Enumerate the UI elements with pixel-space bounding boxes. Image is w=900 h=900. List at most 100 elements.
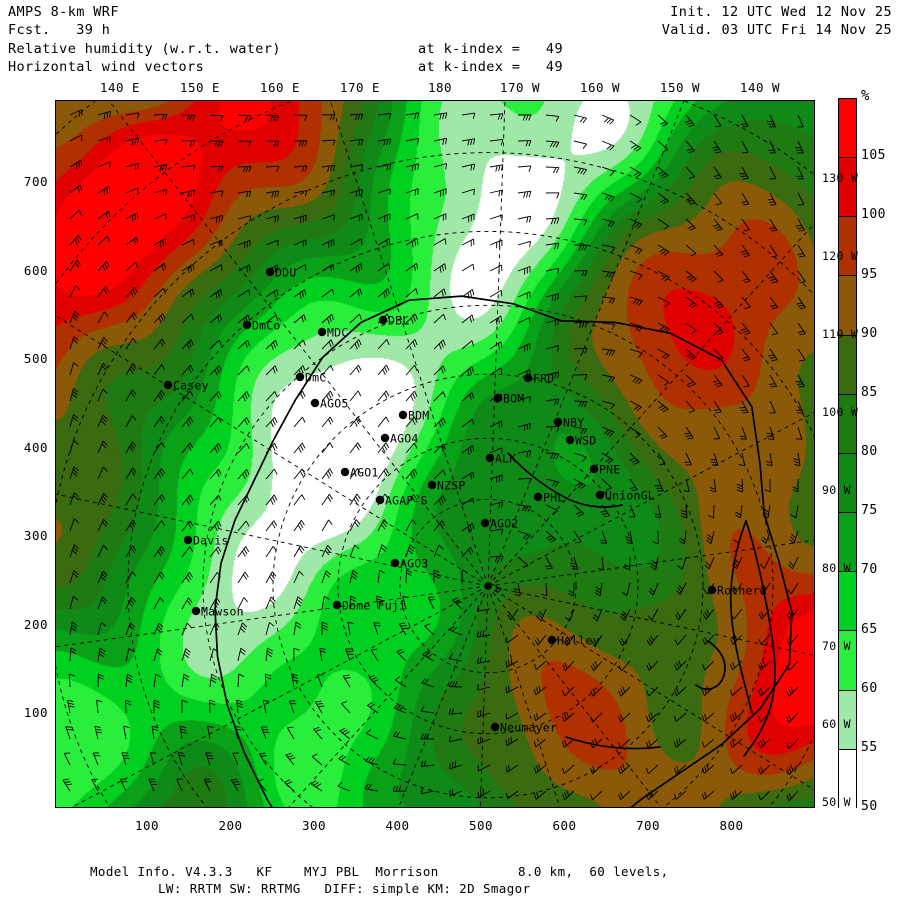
model-title: AMPS 8-km WRF [8,4,119,20]
y-axis-tick: 100 [23,705,48,720]
x-axis-top-tick: 170 W [499,80,541,95]
station-label: MDC [327,326,348,340]
y-axis-tick: 500 [23,351,48,366]
station-marker[interactable]: FRD [523,372,555,386]
x-axis-top-tick: 170 E [339,80,381,95]
meridian-label: 90 W [822,483,851,497]
station-marker[interactable]: AGO2 [480,517,519,531]
init-time: Init. 12 UTC Wed 12 Nov 25 [670,4,892,20]
y-axis-tick: 600 [23,262,48,278]
station-marker[interactable]: BDM [398,409,430,423]
station-marker[interactable]: ALK [485,452,517,466]
x-axis-top-tick: 180 [427,80,453,95]
meridian-label: 100 W [822,405,859,419]
station-marker[interactable]: Casey [163,379,209,393]
station-label: Neumayer [500,721,557,735]
meridian-label: 130 W [822,171,859,185]
station-marker[interactable]: NBY [553,416,585,430]
station-label: WSD [575,434,596,448]
x-axis-top-tick: 140 W [739,80,781,95]
station-marker[interactable]: NZSP [427,479,466,493]
x-axis-bottom-tick: 800 [719,818,744,833]
x-axis-bottom-tick: 100 [134,818,160,833]
k-index-humidity: at k-index = 49 [418,41,563,57]
x-axis-bottom-tick: 700 [635,818,661,833]
station-marker[interactable]: MDC [317,326,349,340]
forecast-hour: Fcst. 39 h [8,22,111,38]
station-label: AGO4 [390,432,419,446]
station-label: AGO2 [490,517,519,531]
station-label: Rothera [717,584,767,598]
x-axis-bottom-tick: 400 [385,818,410,833]
colorbar-band [839,631,856,691]
station-label: ALK [495,452,516,466]
station-label: Mawson [201,605,244,619]
x-axis-bottom-tick: 300 [301,818,327,833]
station-label: Casey [173,379,209,393]
station-marker[interactable]: DBL [378,314,410,328]
colorbar-tick: 85 [861,384,878,400]
field-label-humidity: Relative humidity (w.r.t. water) [8,41,281,57]
map-plot-area[interactable]: DDU DmCo MDC DBL DmC Casey AGO5 BDM FRD BOM AGO4 NB… [55,100,815,808]
station-marker[interactable]: PHL [533,491,565,505]
station-marker[interactable]: AGO1 [340,466,379,480]
station-label: DmCo [252,319,281,333]
x-axis-top-tick: 150 E [179,80,221,95]
y-axis-tick: 400 [23,439,48,455]
station-layer: DDU DmCo MDC DBL DmC Casey AGO5 BDM FRD BOM AGO4 NB… [163,266,767,735]
station-marker[interactable]: BOM [493,392,525,406]
colorbar-band [839,335,856,395]
station-marker[interactable]: DmC [295,371,327,385]
station-marker[interactable]: Neumayer [490,721,557,735]
x-axis-bottom-tick: 600 [552,818,577,833]
station-marker[interactable]: Dome Fuji [332,599,406,613]
meridian-label: 50 W [822,795,851,809]
station-marker[interactable]: DmCo [242,319,281,333]
station-label: PNE [599,463,620,477]
station-marker[interactable]: WSD [565,434,597,448]
station-label: AGO3 [400,557,429,571]
colorbar[interactable] [838,98,857,809]
station-marker[interactable]: AGAP-S [375,494,428,508]
colorbar-band [839,99,856,159]
station-marker[interactable]: Rothera [707,584,767,598]
colorbar-tick: 95 [861,266,878,282]
colorbar-tick: 50 [861,799,878,814]
station-marker[interactable]: Mawson [191,605,244,619]
meridian-label: 120 W [822,249,859,263]
colorbar-tick: 100 [861,207,886,223]
meridian-label: 80 W [822,561,851,575]
station-marker[interactable]: AGO5 [310,397,349,411]
station-label: PHL [543,491,564,505]
station-label: Davis [193,534,229,548]
station-marker[interactable]: Halley [547,634,600,648]
colorbar-tick: 90 [861,325,878,341]
x-axis-bottom-tick: 200 [218,818,243,833]
meridian-label: 110 W [822,327,859,341]
station-label: UnionGL [605,489,655,503]
colorbar-band [839,394,856,454]
colorbar-tick: 65 [861,621,878,637]
wind-barb-layer [62,109,806,801]
station-label: AGAP-S [385,494,428,508]
colorbar-tick: 75 [861,503,878,519]
y-axis-tick: 300 [23,528,48,543]
y-axis-tick: 700 [23,174,48,189]
station-marker[interactable]: UnionGL [595,489,655,503]
x-axis-bottom-tick: 500 [468,818,494,833]
station-marker[interactable]: Davis [183,534,229,548]
colorbar-band [839,276,856,336]
coastline-outline [214,295,793,807]
x-axis-top-tick: 160 E [259,80,301,95]
colorbar-band [839,749,856,809]
station-marker[interactable]: DDU [265,266,297,280]
colorbar-tick: 60 [861,680,878,696]
colorbar-band [839,572,856,632]
field-label-wind: Horizontal wind vectors [8,59,205,75]
station-marker[interactable]: AGO4 [380,432,419,446]
station-marker[interactable]: AGO3 [390,557,429,571]
station-marker[interactable]: PNE [589,463,621,477]
station-label: BDM [408,409,429,423]
k-index-wind: at k-index = 49 [418,59,563,75]
